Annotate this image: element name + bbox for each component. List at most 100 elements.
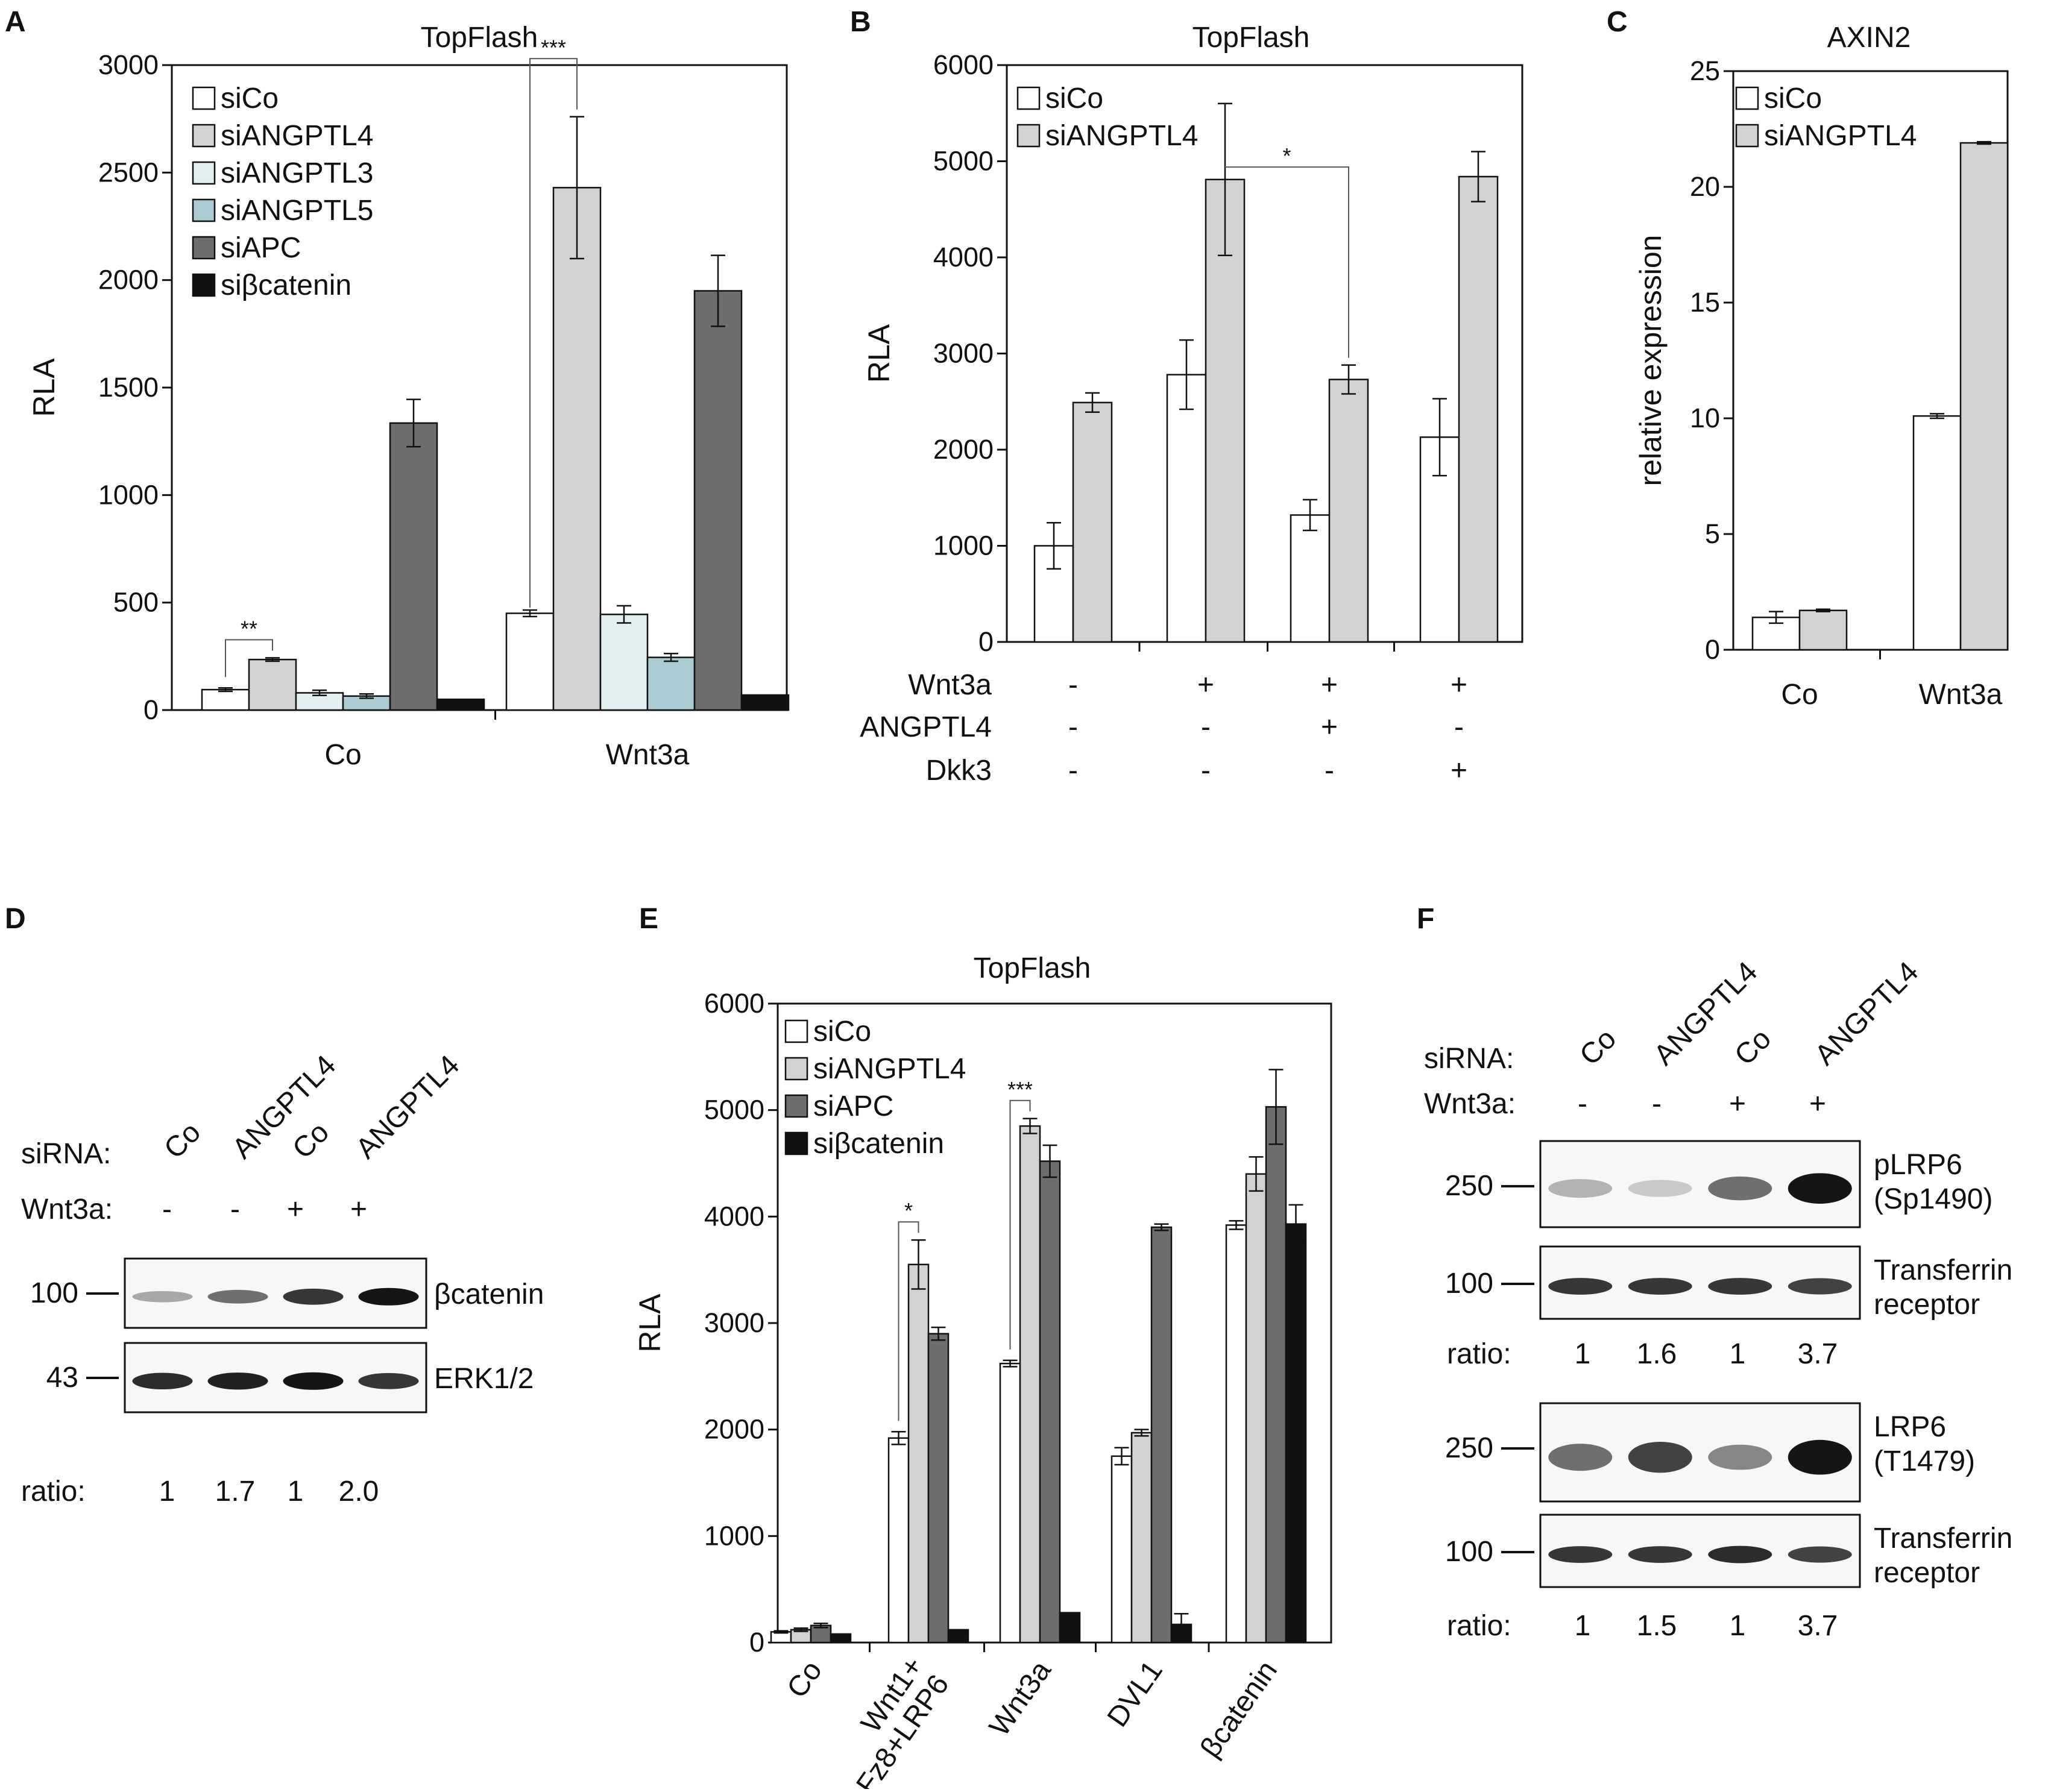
blot-band-f (1548, 1444, 1613, 1471)
blot-band-d (283, 1288, 344, 1305)
y-tick-label-e: 5000 (704, 1095, 764, 1125)
chart-title-b: TopFlash (1192, 22, 1310, 54)
ratio-value-f: 1.5 (1637, 1610, 1677, 1642)
bar-b-siCo-2 (1290, 514, 1331, 643)
x-tick-label-e: Wnt3a (983, 1655, 1057, 1742)
legend-label-e: siCo (813, 1016, 871, 1048)
legend-swatch-b (1016, 124, 1041, 148)
bar-c-siANGPTL4-1 (1959, 142, 2009, 651)
blot-band-f (1628, 1180, 1692, 1197)
blot-band-d (132, 1372, 193, 1389)
sirna-lane-f: Co (1574, 1023, 1622, 1072)
bar-e-siANGPTL4-3 (1130, 1432, 1153, 1644)
panel-label-d: D (5, 903, 26, 935)
y-tick-label-a: 3000 (98, 49, 159, 80)
blot-band-f (1788, 1278, 1852, 1295)
x-tick-label-e: Co (781, 1655, 828, 1704)
bar-b-siANGPTL4-3 (1458, 175, 1499, 643)
legend-swatch-a (192, 273, 216, 297)
bar-b-siCo-1 (1166, 374, 1207, 643)
ratio-value-f: 1 (1575, 1610, 1591, 1642)
sirna-lane-d: Co (158, 1116, 207, 1165)
y-tick-label-e: 2000 (704, 1414, 764, 1445)
ratio-value-d: 1 (288, 1476, 304, 1507)
y-tick-label-c: 5 (1705, 518, 1720, 549)
legend-swatch-a (192, 161, 216, 185)
bar-e-siβcatenin-2 (1059, 1612, 1081, 1644)
y-tick-label-c: 25 (1690, 55, 1720, 86)
legend-swatch-b (1016, 86, 1041, 110)
protein-label-f: Transferrin (1874, 1254, 2012, 1286)
sirna-label-f: siRNA: (1424, 1043, 1514, 1075)
legend-label-c: siANGPTL4 (1764, 120, 1917, 152)
panel-label-f: F (1417, 903, 1434, 935)
protein-label-f: pLRP6 (1874, 1149, 1962, 1181)
legend-label-e: siβcatenin (813, 1128, 944, 1160)
legend-label-a: siβcatenin (221, 269, 351, 301)
blot-band-d (207, 1289, 268, 1304)
legend-label-b: siCo (1045, 83, 1103, 115)
blot-band-f (1708, 1278, 1772, 1295)
ratio-value-f: 1.6 (1637, 1338, 1677, 1370)
blot-band-f (1708, 1545, 1772, 1564)
blot-band-f (1708, 1444, 1772, 1470)
y-tick-label-a: 2500 (98, 157, 159, 187)
bar-e-siCo-3 (1110, 1455, 1133, 1644)
marker-label-d: 43 (46, 1362, 78, 1394)
blot-band-f (1788, 1546, 1852, 1563)
y-tick-label-b: 6000 (933, 49, 994, 80)
legend-label-a: siANGPTL5 (221, 195, 373, 227)
y-tick-label-a: 1000 (98, 479, 159, 510)
bar-e-siCo-1 (887, 1437, 910, 1644)
wnt3a-label-f: Wnt3a: (1424, 1088, 1516, 1120)
blot-band-f (1708, 1176, 1772, 1201)
legend-swatch-e (784, 1019, 808, 1043)
x-tick-label-a: Co (324, 739, 361, 771)
legend-swatch-a (192, 86, 216, 110)
wnt3a-label-d: Wnt3a: (21, 1193, 113, 1225)
y-tick-label-a: 1500 (98, 372, 159, 403)
condition-value: + (1451, 755, 1467, 787)
legend-label-a: siANGPTL4 (221, 120, 373, 152)
protein-label-f: Transferrin (1874, 1523, 2012, 1555)
marker-label-f: 100 (1445, 1268, 1493, 1300)
y-tick-label-c: 20 (1690, 171, 1720, 202)
y-tick-label-b: 5000 (933, 146, 994, 177)
protein-label-f: (Sp1490) (1874, 1183, 1993, 1215)
y-tick-label-e: 0 (749, 1627, 764, 1658)
wnt3a-lane-f: + (1809, 1088, 1826, 1120)
y-tick-label-e: 6000 (704, 988, 764, 1019)
ratio-label-d: ratio: (21, 1476, 86, 1507)
y-tick-label-b: 2000 (933, 434, 994, 465)
legend-swatch-e (784, 1131, 808, 1155)
x-tick-label-line: DVL1 (1101, 1655, 1169, 1733)
condition-value: - (1068, 669, 1078, 701)
bar-a-siANGPTL3-1 (599, 614, 649, 711)
sirna-label-d: siRNA: (21, 1138, 111, 1170)
bar-a-siCo-1 (505, 612, 555, 711)
ratio-value-d: 2.0 (339, 1476, 379, 1507)
ratio-value-d: 1 (159, 1476, 175, 1507)
protein-label-f: receptor (1874, 1557, 1980, 1589)
ratio-label-f: ratio: (1447, 1610, 1511, 1642)
y-tick-label-e: 1000 (704, 1520, 764, 1551)
y-tick-label-b: 3000 (933, 338, 994, 369)
x-tick-label-line: βcatenin (1194, 1655, 1284, 1764)
y-tick-label-c: 0 (1705, 634, 1720, 665)
sirna-lane-d: Co (286, 1116, 335, 1165)
bar-e-siANGPTL4-4 (1245, 1173, 1267, 1644)
bar-a-siβcatenin-0 (436, 698, 485, 711)
legend-swatch-e (784, 1057, 808, 1081)
panel-label-c: C (1607, 6, 1628, 38)
x-tick-label-e: Wnt1+Fz8+LRP6 (825, 1651, 956, 1789)
bar-a-siAPC-0 (389, 422, 438, 711)
bar-e-siβcatenin-1 (947, 1629, 969, 1644)
condition-value: - (1068, 755, 1078, 787)
condition-label: Wnt3a (908, 669, 992, 701)
blot-band-d (283, 1372, 344, 1390)
wnt3a-lane-d: - (230, 1193, 240, 1225)
y-tick-label-c: 15 (1690, 287, 1720, 318)
protein-label-f: receptor (1874, 1289, 1980, 1321)
panel-b: B TopFlash 0 1000 2000 3000 4000 5000 6000 RLA Wn… (850, 6, 1523, 787)
panel-label-e: E (639, 903, 658, 935)
